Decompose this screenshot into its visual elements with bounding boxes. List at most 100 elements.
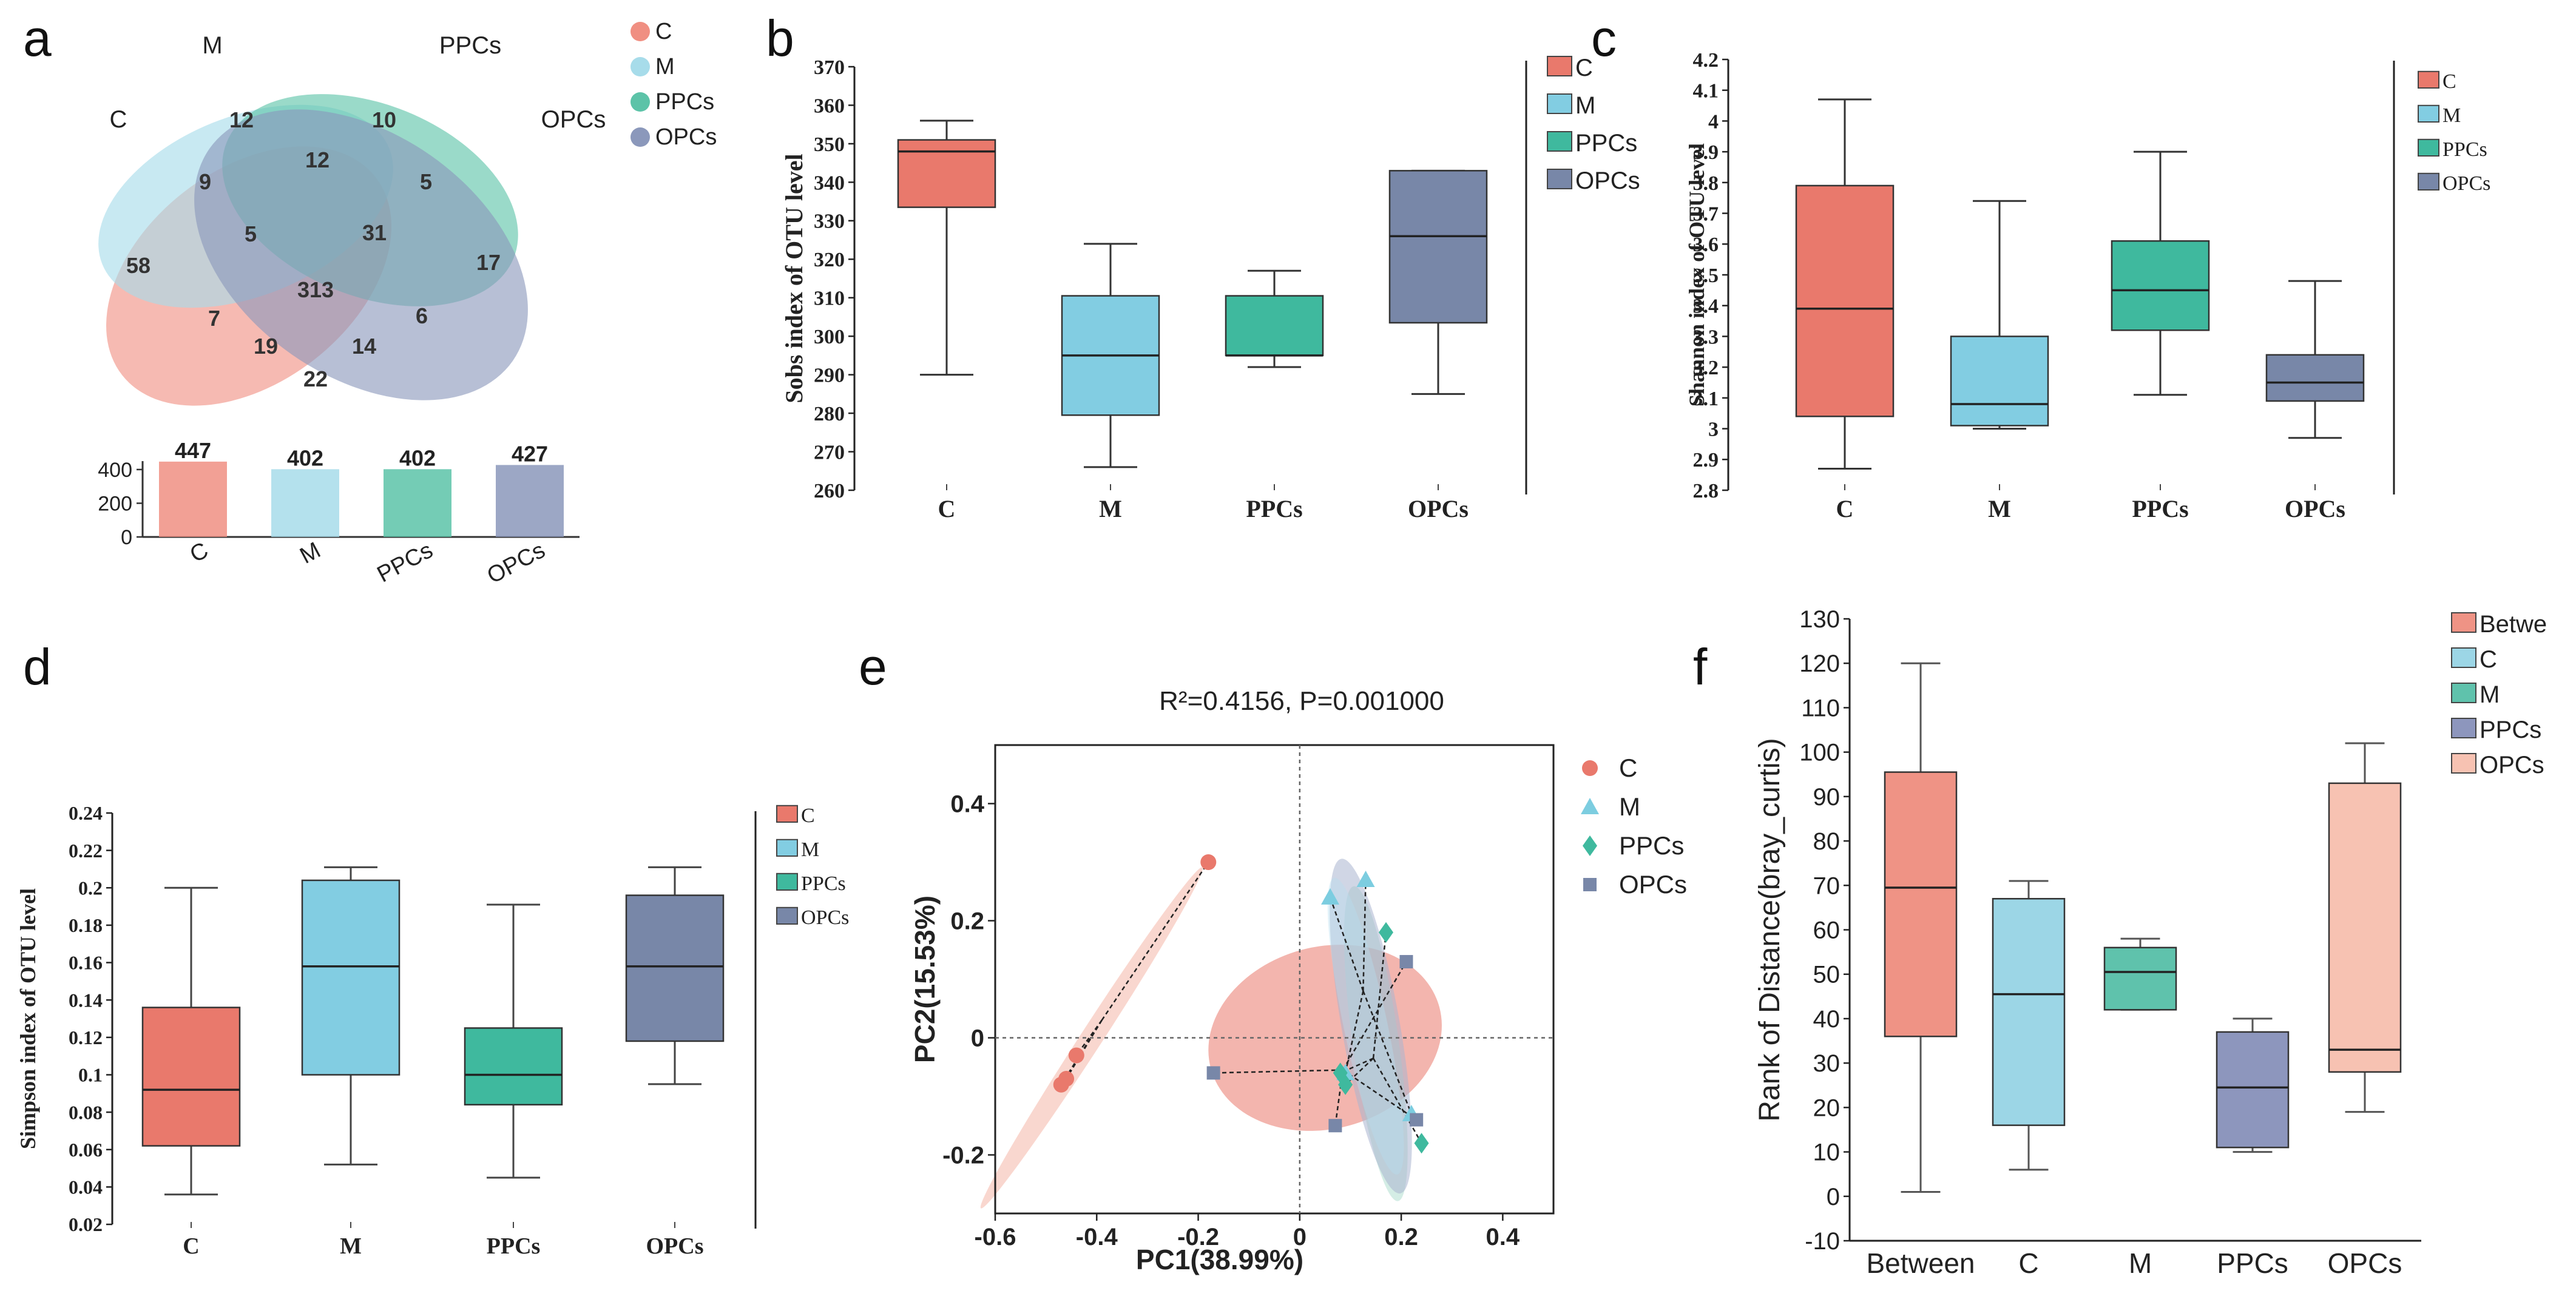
plot-frame xyxy=(994,744,1555,1215)
venn-set-name: OPCs xyxy=(541,106,606,133)
y-tick-label: 3.6 xyxy=(1693,234,1719,256)
point-PPCs xyxy=(1414,1133,1429,1154)
x-tick-label: 0 xyxy=(1293,1224,1307,1250)
box-C xyxy=(1795,184,1895,417)
box-OPCs xyxy=(2328,782,2402,1073)
venn-legend-dot-C xyxy=(630,22,650,41)
legend-swatch-PPCs xyxy=(2418,138,2439,157)
y-tick-label: 310 xyxy=(814,288,845,310)
bar-category-label: M xyxy=(296,538,325,569)
y-tick-label: 0.22 xyxy=(69,840,103,862)
panel-letter-e: e xyxy=(859,638,887,695)
x-tick-label: 0.4 xyxy=(1486,1224,1520,1250)
venn-region-count: 22 xyxy=(303,366,328,391)
y-tick-label: 280 xyxy=(814,403,845,425)
legend-label: C xyxy=(1575,55,1593,81)
bar-value-label: 402 xyxy=(287,445,323,470)
y-tick-label: 3.8 xyxy=(1693,172,1719,195)
bar-category-label: OPCs xyxy=(483,538,549,589)
point-M xyxy=(1356,870,1375,887)
x-category-label: M xyxy=(1099,495,1122,522)
y-tick-label: 10 xyxy=(1813,1139,1841,1166)
y-tick-label: 60 xyxy=(1813,917,1841,944)
box-C xyxy=(1992,898,2066,1126)
y-tick-label: 0.14 xyxy=(69,989,103,1011)
x-tick-label: -0.2 xyxy=(1177,1224,1219,1250)
x-category-label: C xyxy=(183,1233,199,1259)
venn-legend-label: PPCs xyxy=(655,89,714,115)
box-OPCs xyxy=(625,894,725,1042)
bar-category-label: PPCs xyxy=(373,538,437,588)
y-tick-label: 130 xyxy=(1799,606,1840,633)
venn-legend-label: M xyxy=(655,54,675,79)
panel-letter-f: f xyxy=(1693,638,1708,695)
y-tick-label: 0.2 xyxy=(78,877,103,899)
y-tick-label: 0 xyxy=(1827,1184,1840,1210)
point-OPCs xyxy=(1206,1066,1220,1080)
venn-legend-dot-PPCs xyxy=(630,92,650,112)
legend-swatch-OPCs xyxy=(1547,169,1572,189)
bar-OPCs xyxy=(496,465,564,537)
venn-legend-dot-OPCs xyxy=(630,127,650,147)
plot-title: R²=0.4156, P=0.001000 xyxy=(1159,686,1444,716)
bar-C xyxy=(159,461,227,537)
legend-label: C xyxy=(2442,70,2456,93)
bar-value-label: 447 xyxy=(175,438,211,463)
y-tick-label: -0.2 xyxy=(942,1142,984,1169)
legend-label: PPCs xyxy=(1619,831,1684,860)
y-tick-label: 0.08 xyxy=(69,1101,103,1123)
y-axis-label: Shannon index of OTU level xyxy=(1685,143,1709,407)
y-tick-label: 3.2 xyxy=(1693,357,1719,379)
x-category-label: OPCs xyxy=(646,1233,704,1259)
panel-letters: a b c d e f xyxy=(23,10,1708,695)
legend-swatch-PPCs xyxy=(1547,131,1572,152)
y-tick-label: 3 xyxy=(1708,418,1719,440)
y-tick-label: 2.9 xyxy=(1693,449,1719,471)
legend-swatch-OPCs xyxy=(2451,753,2476,774)
legend-marker-OPCs xyxy=(1583,878,1597,891)
legend-label: C xyxy=(1619,754,1637,782)
box-OPCs xyxy=(1388,170,1488,324)
y-tick-label: 4 xyxy=(1708,110,1719,133)
venn-region-count: 9 xyxy=(199,169,211,194)
y-tick-label: 370 xyxy=(814,56,845,79)
panel-letter-b: b xyxy=(766,10,794,67)
x-category-label: M xyxy=(1988,495,2011,522)
bar-category-label: C xyxy=(186,538,212,568)
spider-line-M xyxy=(1362,990,1412,1115)
point-PPCs xyxy=(1379,922,1393,943)
venn-region-count: 313 xyxy=(297,277,334,302)
legend-marker-M xyxy=(1581,798,1599,814)
y-tick-label: 0.18 xyxy=(69,914,103,936)
y-tick-label: 340 xyxy=(814,172,845,194)
panel-d-simpson-boxplot: 0.02 0.04 0.06 0.08 0.1 0.12 0.14 0.16 0.18 0.2 0.… xyxy=(16,802,849,1259)
x-category-label: OPCs xyxy=(1408,495,1469,522)
venn-region-count: 12 xyxy=(229,107,254,132)
point-OPCs xyxy=(1328,1119,1342,1133)
box-Between xyxy=(1884,771,1958,1038)
panel-c-shannon-boxplot: 2.8 2.9 3 3.1 3.2 3.3 3.4 3.5 3.6 3.7 3.8 3.9 4 4.1 4.… xyxy=(1685,49,2490,522)
legend-swatch-OPCs xyxy=(776,906,798,925)
legend-label: OPCs xyxy=(2442,172,2490,195)
y-axis-label: Rank of Distance(bray_curtis) xyxy=(1754,738,1786,1121)
y-tick-label: 4.1 xyxy=(1693,80,1719,103)
legend-label: M xyxy=(1619,792,1640,821)
box-PPCs xyxy=(1225,295,1324,357)
spider-line-PPCs xyxy=(1373,1058,1422,1144)
spider-line-C xyxy=(1101,862,1209,1021)
legend-marker-C xyxy=(1582,760,1598,776)
y-tick-label: 260 xyxy=(814,480,845,502)
y-tick-label: 270 xyxy=(814,441,845,464)
y-tick-label: 0.2 xyxy=(950,908,984,935)
venn-region-count: 17 xyxy=(476,250,501,275)
panel-letter-a: a xyxy=(23,10,52,67)
legend-label: PPCs xyxy=(1575,130,1637,157)
point-OPCs xyxy=(1410,1113,1424,1127)
point-C xyxy=(1068,1047,1084,1064)
legend-label: C xyxy=(801,805,815,827)
y-tick-label: 3.5 xyxy=(1693,265,1719,287)
venn-region-count: 19 xyxy=(254,334,278,359)
y-tick-label: 0.1 xyxy=(78,1064,103,1086)
panel-b-sobs-boxplot: 260 270 280 290 300 310 320 330 340 350 360 370 Sobs… xyxy=(780,55,1640,522)
venn-set-name: C xyxy=(110,106,127,133)
